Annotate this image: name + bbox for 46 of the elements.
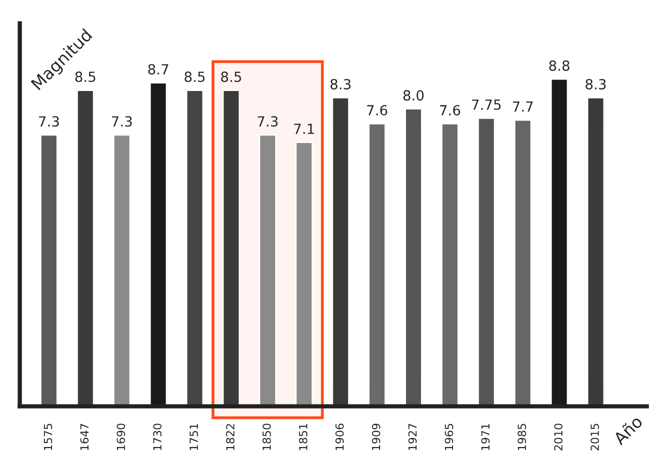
data-label: 8.5 — [221, 72, 242, 82]
x-tick-label: 1851 — [298, 424, 308, 450]
bar — [404, 108, 422, 406]
x-axis-title: Año — [612, 414, 644, 446]
data-label: 7.1 — [294, 124, 314, 134]
x-tick-label: 1965 — [444, 424, 454, 450]
x-tick-label: 2010 — [554, 424, 563, 450]
data-label: 7.6 — [367, 104, 388, 116]
bar — [295, 142, 314, 406]
bar — [76, 90, 94, 406]
data-label: 7.7 — [512, 101, 533, 112]
bar — [258, 134, 277, 406]
data-label: 8.3 — [330, 78, 351, 90]
x-tick-label: 1647 — [80, 424, 89, 450]
data-label: 7.6 — [440, 104, 460, 116]
bar — [112, 134, 131, 406]
bar — [441, 123, 459, 406]
bar — [222, 90, 240, 406]
bar — [514, 119, 532, 406]
data-label: 8.5 — [184, 72, 205, 82]
bar — [40, 134, 58, 406]
data-label: 7.3 — [39, 116, 59, 127]
x-tick-label: 2015 — [590, 424, 599, 450]
x-tick-label: 1927 — [408, 424, 417, 450]
data-label: 8.0 — [403, 90, 424, 101]
bar — [478, 117, 496, 406]
x-tick-label: 1971 — [481, 424, 490, 450]
data-label: 7.75 — [472, 100, 501, 110]
x-tick-label: 1850 — [262, 424, 271, 450]
x-tick-label: 1906 — [335, 424, 344, 450]
x-tick-label: 1985 — [518, 424, 526, 450]
x-tick-label: 1690 — [116, 424, 126, 450]
x-tick-label: 1730 — [153, 424, 162, 450]
x-tick-label: 1575 — [44, 424, 52, 450]
x-tick-label: 1751 — [190, 424, 198, 450]
x-tick-label: 1909 — [372, 424, 380, 450]
data-label: 7.3 — [112, 116, 132, 127]
data-label: 8.7 — [148, 64, 168, 75]
bar — [186, 90, 204, 406]
data-label: 8.3 — [586, 78, 606, 90]
bar — [332, 97, 350, 406]
data-label: 8.8 — [549, 60, 570, 71]
bar — [368, 123, 386, 406]
data-label: 7.3 — [258, 116, 278, 127]
x-tick-label: 1822 — [226, 424, 234, 450]
bar — [586, 97, 605, 406]
